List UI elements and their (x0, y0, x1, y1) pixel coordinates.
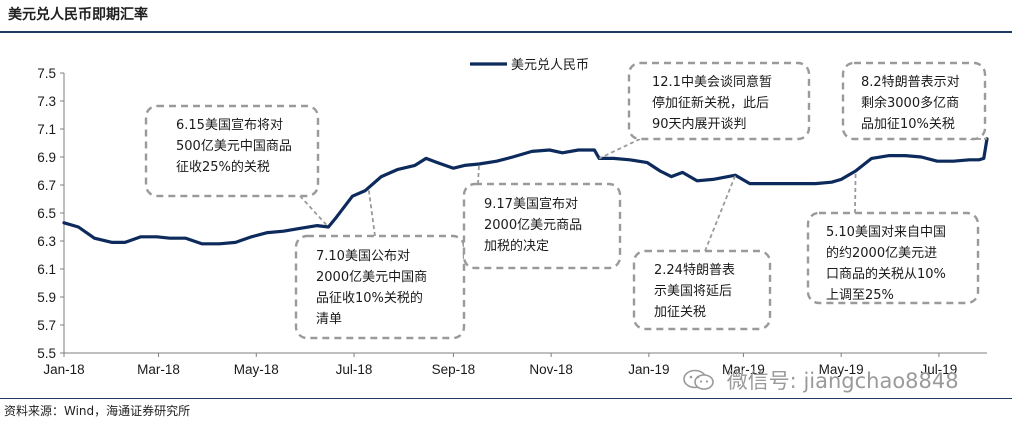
annotation-leader (477, 163, 480, 185)
y-tick-label: 6.5 (37, 206, 56, 221)
annotation-text-line: 停加征新关税，此后 (652, 95, 769, 111)
annotation-box (462, 182, 622, 270)
watermark: 微信号: jiangchao8848 (682, 365, 959, 395)
x-tick-label: Sep-18 (432, 362, 476, 377)
annotation-text-line: 5.10美国对来自中国 (826, 225, 946, 240)
legend-label: 美元兑人民币 (511, 58, 589, 73)
annotation-box (806, 211, 980, 305)
series-line (62, 137, 989, 246)
x-tick-label: Jan-18 (43, 362, 84, 377)
x-tick-label: Jul-19 (921, 362, 958, 377)
annotation-text-line: 12.1中美会谈同意暂 (652, 74, 772, 90)
annotation-text-line: 上调至25% (826, 288, 894, 303)
annotation-box (144, 104, 320, 198)
annotation-text-line: 品加征10%关税 (861, 117, 955, 132)
annotation-text-line: 7.10美国公布对 (316, 249, 410, 264)
annotation-leader (704, 174, 737, 252)
annotation-leader (854, 170, 857, 214)
annotation-text-line: 加税的决定 (484, 238, 549, 254)
y-tick-label: 6.7 (37, 178, 56, 193)
annotation-box (841, 61, 987, 141)
x-tick-label: Jul-18 (336, 362, 373, 377)
annotation-text-line: 剩余3000多亿商 (861, 95, 959, 111)
chart-legend: 美元兑人民币 (470, 58, 589, 73)
chart-title: 美元兑人民币即期汇率 (8, 7, 148, 23)
annotation-text-line: 9.17美国宣布对 (484, 196, 578, 212)
annotation-text-line: 500亿美元中国商品 (176, 139, 292, 154)
y-tick-label: 6.1 (37, 262, 56, 277)
annotation-text-line: 示美国将延后 (654, 284, 732, 299)
y-tick-label: 5.9 (37, 290, 56, 305)
annotation-text-line: 清单 (316, 312, 342, 327)
y-tick-label: 5.5 (37, 346, 56, 361)
x-tick-label: Nov-18 (529, 362, 573, 377)
y-tick-label: 7.5 (37, 66, 56, 81)
annotation-text-line: 2000亿美元商品 (484, 218, 582, 233)
annotation-box (632, 249, 772, 331)
annotation-text-line: 征收25%的关税 (176, 159, 270, 175)
annotation-leader (598, 138, 641, 160)
x-tick-label: Mar-18 (137, 362, 180, 377)
source-divider (0, 398, 1012, 399)
x-tick-label: May-18 (234, 362, 279, 377)
y-tick-label: 7.3 (37, 94, 56, 109)
annotation-text-line: 2.24特朗普表 (654, 263, 735, 278)
watermark-text: 微信号: jiangchao8848 (726, 369, 959, 393)
annotation-leader (299, 195, 330, 228)
annotation-text-line: 品征收10%关税的 (316, 290, 423, 306)
y-tick-label: 6.3 (37, 234, 56, 249)
annotation-text-line: 口商品的关税从10% (826, 266, 946, 282)
annotation-box (294, 234, 466, 340)
series-layer (62, 137, 989, 246)
title-divider (0, 31, 1012, 33)
y-tick-label: 6.9 (37, 150, 56, 165)
annotation-text-line: 6.15美国宣布将对 (176, 117, 283, 133)
y-tick-label: 7.1 (37, 122, 56, 137)
x-tick-label: May-19 (819, 362, 864, 377)
source-note: 资料来源：Wind，海通证券研究所 (4, 404, 191, 418)
annotation-text-line: 8.2特朗普表示对 (861, 75, 960, 90)
x-tick-label: Mar-19 (722, 362, 765, 377)
annotation-text-line: 加征关税 (654, 305, 706, 320)
annotation-box (627, 61, 811, 141)
annotation-text-line: 2000亿美元中国商 (316, 270, 427, 285)
wechat-icon (683, 369, 714, 390)
annotation-text-line: 的约2000亿美元进 (826, 245, 937, 261)
annotation-leader (367, 187, 376, 237)
annotation-text-line: 90天内展开谈判 (652, 116, 747, 132)
x-tick-label: Jan-19 (628, 362, 669, 377)
y-tick-label: 5.7 (37, 318, 56, 333)
